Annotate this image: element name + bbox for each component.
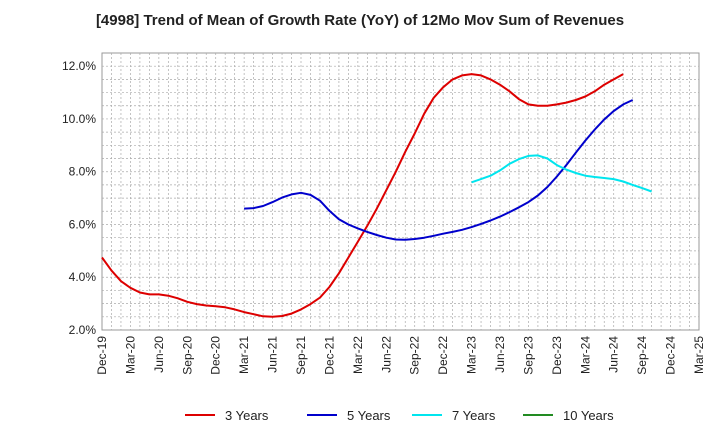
legend-label-7-years: 7 Years (452, 408, 496, 423)
series-line-7-years (471, 154, 652, 193)
x-tick-label: Sep-20 (180, 336, 194, 375)
x-tick-label: Jun-24 (607, 336, 621, 373)
x-tick-label: Dec-20 (209, 336, 223, 375)
x-tick-label: Mar-20 (123, 336, 137, 374)
y-tick-label: 6.0% (69, 217, 97, 231)
x-tick-label: Mar-21 (237, 336, 251, 374)
y-tick-label: 12.0% (62, 59, 96, 73)
chart-title: [4998] Trend of Mean of Growth Rate (YoY… (95, 12, 625, 29)
x-tick-label: Mar-22 (351, 336, 365, 374)
x-tick-label: Mar-23 (465, 336, 479, 374)
legend-label-5-years: 5 Years (347, 408, 391, 423)
y-tick-label: 4.0% (69, 270, 97, 284)
plot-frame (101, 52, 700, 331)
series-line-3-years (101, 73, 624, 318)
y-tick-label: 8.0% (69, 165, 97, 179)
x-tick-label: Sep-21 (294, 336, 308, 375)
legend-label-3-years: 3 Years (225, 408, 269, 423)
x-tick-label: Dec-23 (550, 336, 564, 375)
x-tick-label: Jun-23 (493, 336, 507, 373)
x-tick-label: Dec-21 (322, 336, 336, 375)
series-line-5-years (244, 99, 634, 241)
x-tick-label: Dec-19 (95, 336, 109, 375)
x-tick-label: Dec-24 (664, 336, 678, 375)
x-tick-label: Jun-21 (266, 336, 280, 373)
y-tick-label: 2.0% (69, 323, 97, 337)
legend-label-10-years: 10 Years (563, 408, 614, 423)
x-tick-label: Dec-22 (436, 336, 450, 375)
x-tick-label: Jun-22 (379, 336, 393, 373)
x-tick-label: Mar-25 (692, 336, 706, 374)
x-tick-label: Mar-24 (578, 336, 592, 374)
x-tick-label: Sep-24 (635, 336, 649, 375)
x-tick-label: Sep-22 (408, 336, 422, 375)
y-tick-label: 10.0% (62, 112, 96, 126)
x-tick-label: Sep-23 (521, 336, 535, 375)
x-tick-label: Jun-20 (152, 336, 166, 373)
